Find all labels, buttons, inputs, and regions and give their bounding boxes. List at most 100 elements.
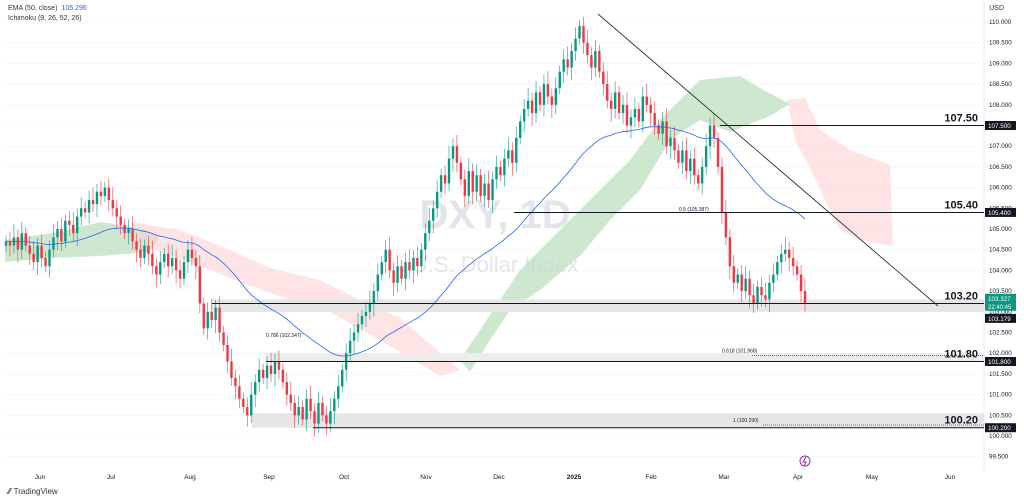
candle-body	[404, 262, 407, 279]
candle-body	[562, 59, 565, 72]
candle-body	[764, 295, 767, 300]
candle-body	[166, 253, 170, 267]
level-tag: 101.800	[988, 359, 1011, 366]
candle-body	[48, 249, 51, 267]
candle-body	[4, 241, 8, 246]
candle-body	[760, 286, 763, 296]
ema-legend-value: 105.296	[61, 5, 87, 12]
x-axis[interactable]: Jun Jul Aug Sep Oct Nov Dec 2025 Feb Mar Apr May Jun	[35, 474, 956, 481]
candle-body	[265, 365, 269, 379]
candle-body	[700, 166, 704, 184]
candle-body	[463, 179, 467, 196]
candle-body	[669, 137, 672, 147]
candle-body	[269, 365, 273, 374]
candle-body	[155, 266, 158, 275]
candle-body	[135, 241, 138, 250]
candle-body	[190, 249, 194, 258]
candle-body	[281, 369, 285, 383]
candle-body	[613, 92, 617, 109]
candle-body	[206, 311, 209, 329]
candle-body	[732, 266, 736, 283]
level-tag: 105.400	[988, 210, 1011, 217]
y-tick-label: 109.000	[989, 60, 1012, 67]
candle-body	[756, 286, 759, 304]
countdown-tag: 22:40:45	[988, 305, 1012, 311]
y-tick-label: 101.000	[989, 392, 1012, 399]
tradingview-logo[interactable]: ⁄⁄ TradingView	[8, 487, 58, 496]
candle-body	[574, 38, 577, 51]
candle-body	[677, 150, 680, 163]
currency-label: USD	[989, 5, 1004, 12]
candle-body	[602, 71, 605, 85]
candle-body	[617, 92, 621, 114]
candle-body	[665, 121, 668, 147]
candle-body	[317, 402, 320, 424]
candle-body	[163, 253, 166, 263]
candle-body	[455, 146, 459, 163]
candle-body	[795, 266, 799, 275]
candle-body	[159, 262, 162, 275]
candle-body	[768, 282, 771, 300]
candle-body	[99, 191, 103, 196]
candle-body	[431, 208, 435, 221]
cloud-segment	[787, 98, 893, 246]
x-tick-label: Nov	[420, 474, 432, 481]
x-tick-label: Jun	[945, 474, 956, 481]
candle-body	[538, 92, 542, 105]
watermark-symbol: DXY, 1D	[419, 193, 570, 237]
candle-body	[744, 278, 747, 292]
low-tag-box	[985, 313, 1016, 323]
candle-body	[368, 303, 372, 312]
level-label: 103.20	[944, 291, 978, 303]
candle-body	[471, 171, 474, 192]
lightning-icon[interactable]	[799, 455, 811, 467]
candle-body	[443, 175, 447, 184]
candle-body	[119, 216, 122, 225]
candle-body	[16, 237, 20, 250]
cloud-segment	[130, 222, 460, 376]
candle-body	[625, 104, 629, 126]
zone-100	[252, 413, 984, 428]
level-tag: 100.200	[988, 425, 1011, 432]
candle-body	[36, 245, 39, 263]
x-tick-label: Mar	[718, 474, 730, 481]
candle-body	[285, 382, 289, 395]
last-price-tag: 103.327	[988, 296, 1011, 303]
candle-body	[578, 26, 581, 39]
candle-body	[649, 104, 652, 114]
ema-legend[interactable]: EMA (50, close) 105.296	[8, 4, 87, 14]
y-tick-label: 110.000	[989, 19, 1012, 26]
x-tick-label: Jun	[35, 474, 46, 481]
candle-body	[147, 245, 150, 254]
candle-body	[44, 257, 47, 267]
candle-body	[594, 50, 597, 68]
candle-body	[629, 117, 633, 126]
candle-body	[297, 407, 300, 416]
fib-label: 0.786 (102.347)	[266, 333, 302, 339]
candle-body	[693, 158, 696, 176]
candle-body	[641, 96, 645, 122]
level-lines: 107.50 105.40 103.20 101.80 100.20	[212, 113, 984, 429]
candle-body	[301, 407, 304, 420]
candle-body	[546, 84, 550, 97]
candle-body	[289, 394, 292, 403]
ichimoku-legend[interactable]: Ichimoku (9, 26, 52, 26)	[8, 14, 87, 24]
candle-body	[214, 307, 217, 321]
candle-body	[479, 175, 482, 196]
candle-body	[633, 108, 637, 118]
fib-label: 1 (100.290)	[733, 418, 759, 424]
y-tick-label: 106.500	[989, 164, 1012, 171]
candle-body	[716, 137, 720, 167]
y-tick-label: 104.500	[989, 247, 1012, 254]
candle-body	[376, 274, 380, 292]
candles	[4, 16, 807, 437]
candle-body	[439, 175, 443, 192]
level-label: 100.20	[944, 415, 978, 427]
y-tick-label: 109.500	[989, 40, 1012, 47]
candle-body	[131, 229, 134, 242]
candle-body	[79, 208, 83, 217]
indicator-legend: EMA (50, close) 105.296 Ichimoku (9, 26, …	[8, 4, 87, 24]
candle-body	[467, 171, 470, 196]
y-tick-label: 100.500	[989, 412, 1012, 419]
